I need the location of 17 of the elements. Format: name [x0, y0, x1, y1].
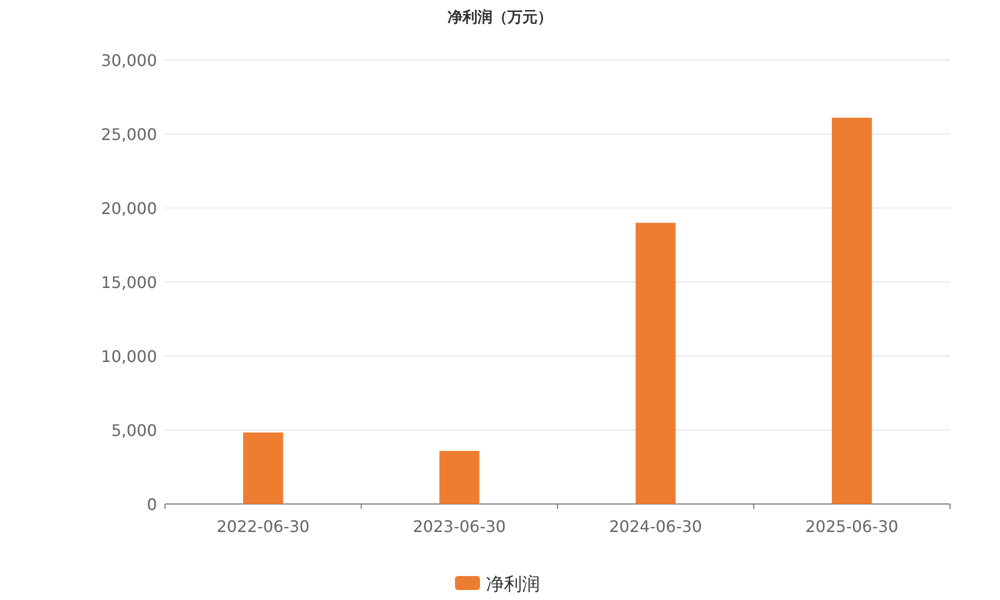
bar [439, 450, 480, 504]
legend-label: 净利润 [486, 574, 540, 595]
chart-title: 净利润（万元） [448, 8, 552, 26]
x-tick-label: 2025-06-30 [805, 517, 898, 536]
y-tick-label: 10,000 [101, 347, 157, 366]
bar [832, 118, 872, 504]
y-tick-label: 30,000 [101, 51, 157, 70]
y-tick-label: 20,000 [101, 199, 157, 218]
y-tick-label: 25,000 [101, 125, 157, 144]
y-tick-label: 15,000 [101, 273, 157, 292]
x-tick-label: 2024-06-30 [609, 517, 702, 536]
y-tick-label: 5,000 [111, 421, 157, 440]
bar [243, 432, 284, 504]
bar [636, 222, 676, 504]
x-tick-label: 2022-06-30 [216, 517, 310, 536]
x-tick-label: 2023-06-30 [412, 517, 506, 536]
y-tick-label: 0 [146, 495, 157, 514]
